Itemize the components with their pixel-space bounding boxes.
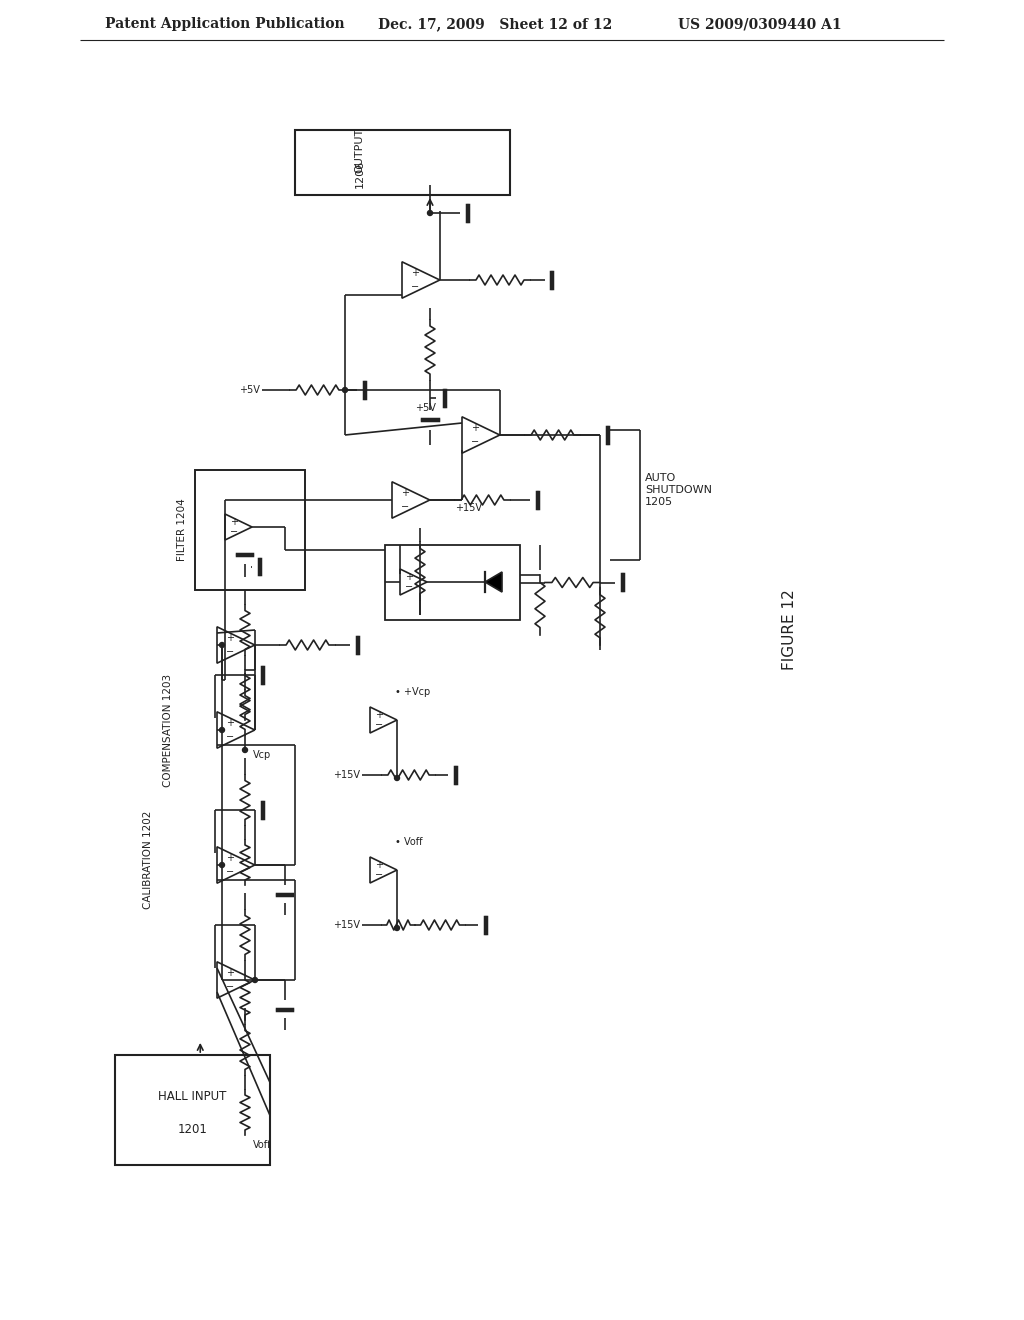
Text: Vcp: Vcp (253, 750, 271, 760)
Text: CALIBRATION 1202: CALIBRATION 1202 (143, 810, 153, 909)
Circle shape (394, 776, 399, 780)
Text: +5V: +5V (415, 403, 435, 413)
Circle shape (219, 643, 224, 648)
Text: Patent Application Publication: Patent Application Publication (105, 17, 345, 30)
Text: 1201: 1201 (177, 1123, 208, 1137)
Text: +: + (375, 861, 383, 870)
Text: +: + (230, 517, 238, 527)
Text: +15V: +15V (333, 920, 360, 931)
Text: +15V: +15V (455, 503, 482, 513)
Text: OUTPUT: OUTPUT (354, 128, 365, 173)
Text: −: − (225, 867, 233, 876)
Text: +5V: +5V (240, 385, 260, 395)
Text: −: − (225, 647, 233, 657)
Text: • Voff: • Voff (395, 837, 423, 847)
Circle shape (243, 1143, 248, 1147)
Circle shape (243, 747, 248, 752)
Text: COMPENSATION 1203: COMPENSATION 1203 (163, 673, 173, 787)
Text: +: + (225, 718, 233, 729)
Text: +: + (225, 853, 233, 863)
Text: −: − (375, 870, 383, 880)
Bar (385, 545, 520, 620)
Text: FILTER 1204: FILTER 1204 (177, 499, 187, 561)
Circle shape (427, 210, 432, 215)
Circle shape (394, 925, 399, 931)
Text: +: + (375, 710, 383, 719)
Text: +: + (471, 422, 478, 433)
Text: +: + (411, 268, 419, 279)
Text: Dec. 17, 2009   Sheet 12 of 12: Dec. 17, 2009 Sheet 12 of 12 (378, 17, 612, 30)
Circle shape (253, 978, 257, 982)
Text: +: + (225, 968, 233, 978)
Text: −: − (375, 719, 383, 730)
Polygon shape (485, 572, 502, 591)
Text: AUTO
SHUTDOWN
1205: AUTO SHUTDOWN 1205 (645, 474, 712, 507)
Circle shape (342, 388, 347, 392)
Circle shape (219, 727, 224, 733)
Text: • +Vcp: • +Vcp (395, 686, 430, 697)
Bar (115, 1055, 270, 1166)
Text: Voff: Voff (253, 1140, 271, 1150)
Text: −: − (471, 437, 478, 447)
Text: HALL INPUT: HALL INPUT (159, 1090, 226, 1104)
Text: 1206: 1206 (354, 160, 365, 189)
Text: US 2009/0309440 A1: US 2009/0309440 A1 (678, 17, 842, 30)
Bar (195, 470, 305, 590)
Text: +: + (400, 488, 409, 498)
Text: +: + (406, 572, 413, 582)
Text: −: − (230, 527, 238, 537)
Text: −: − (225, 982, 233, 993)
Bar (295, 129, 510, 195)
Text: +15V: +15V (333, 770, 360, 780)
Text: −: − (400, 502, 409, 512)
Text: −: − (411, 282, 419, 292)
Circle shape (219, 862, 224, 867)
Text: −: − (404, 582, 413, 591)
Text: −: − (225, 733, 233, 742)
Text: +: + (225, 634, 233, 643)
Text: FIGURE 12: FIGURE 12 (782, 590, 798, 671)
